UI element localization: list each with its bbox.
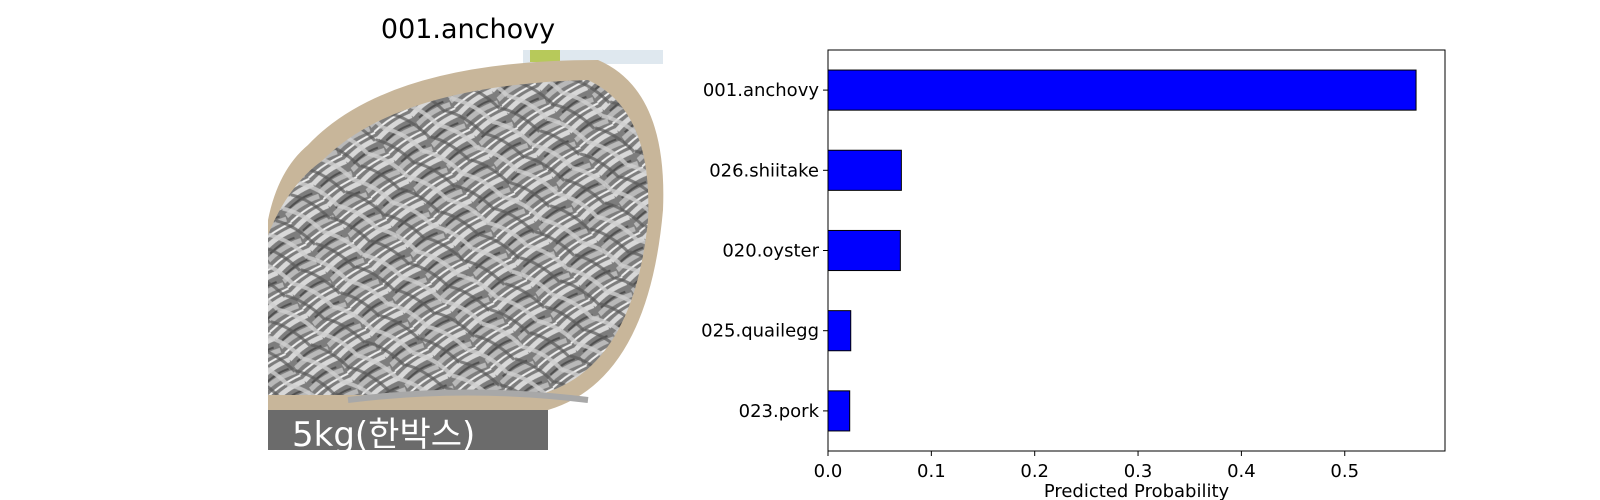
bar-020.oyster [827, 229, 901, 272]
y-tick-label: 026.shiitake [709, 160, 819, 181]
x-tick-label: 0.1 [917, 461, 946, 482]
bar-001.anchovy [827, 69, 1417, 111]
axes-frame [827, 49, 1446, 452]
anchovy-photo: 5kg(한박스) [268, 50, 668, 450]
photo-caption: 5kg(한박스) [292, 415, 475, 450]
anchovy-photo-drawing: 5kg(한박스) [268, 50, 668, 450]
bar-023.pork [827, 390, 851, 432]
bar-026.shiitake [827, 149, 902, 191]
y-tick-label: 025.quailegg [701, 321, 819, 342]
y-tick-label: 020.oyster [722, 241, 819, 262]
x-tick-label: 0.4 [1227, 461, 1256, 482]
x-tick-label: 0.5 [1330, 461, 1359, 482]
x-tick-label: 0.3 [1124, 461, 1153, 482]
x-tick-label: 0.2 [1020, 461, 1049, 482]
bar-025.quailegg [827, 310, 852, 352]
x-axis-label: Predicted Probability [1044, 481, 1230, 500]
x-tick-label: 0.0 [814, 461, 843, 482]
y-tick-label: 001.anchovy [703, 80, 819, 101]
y-tick-label: 023.pork [739, 401, 820, 422]
image-title: 001.anchovy [380, 14, 556, 45]
